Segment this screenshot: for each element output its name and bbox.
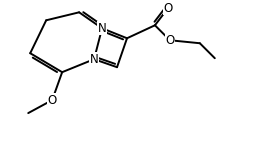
Text: N: N: [98, 22, 106, 35]
Text: N: N: [90, 53, 98, 66]
Text: O: O: [48, 94, 57, 107]
Text: O: O: [165, 34, 175, 47]
Text: O: O: [163, 2, 172, 15]
